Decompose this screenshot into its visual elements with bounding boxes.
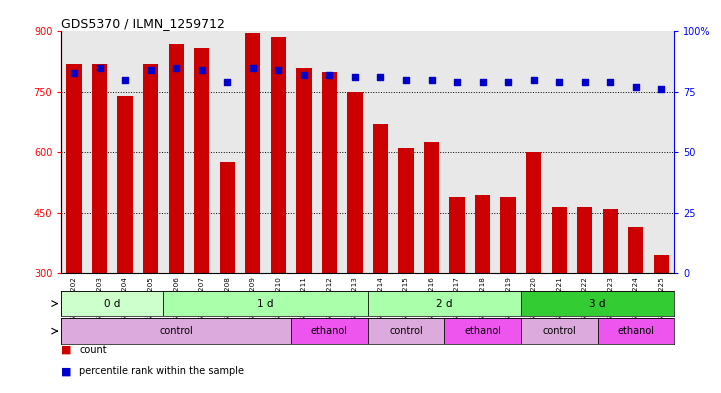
Bar xyxy=(598,318,674,344)
Point xyxy=(554,79,565,85)
Bar xyxy=(368,318,444,344)
Bar xyxy=(118,96,133,273)
Text: control: control xyxy=(159,326,193,336)
Text: count: count xyxy=(79,345,107,355)
Bar xyxy=(521,291,674,316)
Bar xyxy=(291,318,368,344)
Point xyxy=(94,64,105,71)
Point xyxy=(68,70,80,76)
Point xyxy=(196,67,208,73)
Text: control: control xyxy=(389,326,423,336)
Bar xyxy=(552,207,567,273)
Bar xyxy=(194,48,209,273)
Point xyxy=(273,67,284,73)
Bar xyxy=(628,227,644,273)
Point xyxy=(579,79,590,85)
Bar xyxy=(61,291,164,316)
Bar xyxy=(424,142,439,273)
Point xyxy=(604,79,616,85)
Point xyxy=(503,79,514,85)
Point xyxy=(528,77,539,83)
Point xyxy=(247,64,259,71)
Point xyxy=(349,74,360,81)
Point xyxy=(477,79,488,85)
Bar xyxy=(398,148,414,273)
Bar xyxy=(143,64,159,273)
Point xyxy=(451,79,463,85)
Point xyxy=(655,86,667,93)
Bar xyxy=(373,124,388,273)
Bar xyxy=(603,209,618,273)
Text: ethanol: ethanol xyxy=(311,326,348,336)
Bar xyxy=(348,92,363,273)
Point xyxy=(426,77,438,83)
Text: percentile rank within the sample: percentile rank within the sample xyxy=(79,366,244,376)
Point xyxy=(375,74,386,81)
Bar xyxy=(368,291,521,316)
Point xyxy=(170,64,182,71)
Bar xyxy=(500,196,516,273)
Text: ■: ■ xyxy=(61,345,72,355)
Bar xyxy=(92,64,107,273)
Bar xyxy=(577,207,593,273)
Text: 2 d: 2 d xyxy=(436,299,453,309)
Point xyxy=(221,79,233,85)
Bar xyxy=(521,318,598,344)
Bar xyxy=(654,255,669,273)
Bar xyxy=(245,33,260,273)
Text: ■: ■ xyxy=(61,366,72,376)
Text: 0 d: 0 d xyxy=(104,299,120,309)
Bar xyxy=(61,318,291,344)
Point xyxy=(400,77,412,83)
Bar xyxy=(444,318,521,344)
Point xyxy=(324,72,335,78)
Point xyxy=(298,72,309,78)
Bar xyxy=(475,195,490,273)
Bar xyxy=(322,72,337,273)
Bar xyxy=(526,152,541,273)
Point xyxy=(120,77,131,83)
Bar xyxy=(164,291,368,316)
Point xyxy=(145,67,156,73)
Point xyxy=(630,84,642,90)
Text: GDS5370 / ILMN_1259712: GDS5370 / ILMN_1259712 xyxy=(61,17,225,30)
Bar xyxy=(169,44,184,273)
Text: ethanol: ethanol xyxy=(617,326,655,336)
Text: 3 d: 3 d xyxy=(589,299,606,309)
Bar xyxy=(449,196,465,273)
Bar xyxy=(270,37,286,273)
Bar xyxy=(220,162,235,273)
Bar xyxy=(296,68,311,273)
Text: ethanol: ethanol xyxy=(464,326,501,336)
Bar xyxy=(66,64,81,273)
Text: 1 d: 1 d xyxy=(257,299,274,309)
Text: control: control xyxy=(542,326,576,336)
